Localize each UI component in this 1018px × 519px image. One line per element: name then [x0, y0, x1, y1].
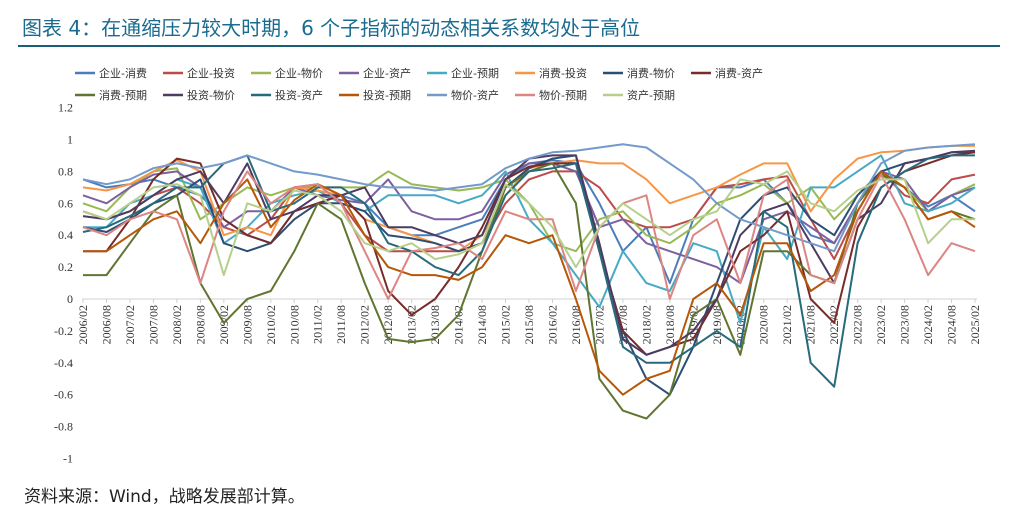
x-tick-label: 2023/08: [898, 305, 912, 344]
y-tick-label: 0.8: [58, 164, 73, 178]
legend-label: 企业-消费: [99, 66, 147, 80]
figure-title: 图表 4：在通缩压力较大时期，6 个子指标的动态相关系数均处于高位: [22, 16, 641, 40]
series-line-物价-预期: [82, 170, 976, 300]
legend-label: 物价-资产: [451, 88, 499, 102]
source-note: 资料来源：Wind，战略发展部计算。: [24, 487, 305, 507]
x-tick-label: 2006/02: [76, 305, 90, 344]
x-tick-label: 2024/08: [945, 305, 959, 344]
y-tick-label: 1.2: [58, 101, 73, 115]
x-tick-label: 2009/02: [217, 305, 231, 344]
x-tick-label: 2018/08: [663, 305, 677, 344]
series-line-企业-资产: [82, 162, 976, 285]
title-divider: [18, 45, 1000, 47]
x-tick-label: 2010/02: [264, 305, 278, 344]
x-tick-label: 2016/08: [569, 305, 583, 344]
x-tick-label: 2008/08: [193, 305, 207, 344]
series-line-消费-资产: [83, 151, 976, 356]
y-tick-label: -1: [63, 452, 73, 466]
legend-label: 企业-物价: [275, 66, 323, 80]
series-line-资产-预期: [82, 170, 975, 277]
x-tick-label: 2010/08: [287, 305, 301, 344]
x-tick-label: 2022/08: [851, 305, 865, 344]
x-tick-label: 2019/08: [710, 305, 724, 344]
legend-label: 投资-资产: [275, 88, 323, 102]
series-line-企业-投资: [82, 170, 976, 261]
y-tick-label: -0.6: [54, 388, 73, 402]
legend-label: 企业-投资: [187, 66, 235, 80]
x-tick-label: 2013/02: [405, 305, 419, 344]
legend-label: 消费-资产: [715, 66, 763, 80]
x-tick-label: 2015/08: [522, 305, 536, 344]
x-tick-label: 2008/02: [170, 305, 184, 344]
series-line-投资-资产: [82, 154, 975, 388]
y-tick-label: -0.2: [54, 324, 73, 338]
legend-label: 投资-物价: [187, 88, 235, 102]
x-tick-label: 2023/02: [874, 305, 888, 344]
x-tick-label: 2007/08: [146, 305, 160, 344]
legend-label: 消费-物价: [627, 66, 675, 80]
legend-label: 物价-预期: [539, 88, 587, 102]
x-tick-label: 2011/02: [311, 305, 325, 344]
y-tick-label: 0.6: [58, 196, 73, 210]
legend-label: 投资-预期: [363, 88, 411, 102]
series-line-消费-物价: [82, 151, 975, 396]
x-tick-label: 2016/02: [545, 305, 559, 344]
legend-label: 消费-投资: [539, 66, 587, 80]
y-tick-label: 1: [67, 133, 73, 147]
x-tick-label: 2018/02: [639, 305, 653, 344]
x-tick-label: 2011/08: [334, 305, 348, 344]
y-tick-label: 0.4: [58, 228, 73, 242]
x-tick-label: 2022/02: [827, 305, 841, 344]
x-tick-label: 2014/08: [475, 305, 489, 344]
y-tick-label: 0.2: [58, 260, 73, 274]
legend-label: 企业-预期: [451, 66, 499, 80]
x-tick-label: 2021/08: [804, 305, 818, 344]
legend-label: 资产-预期: [627, 88, 675, 102]
x-tick-label: 2025/02: [968, 305, 982, 344]
x-tick-label: 2009/08: [240, 305, 254, 344]
x-tick-label: 2012/08: [381, 305, 395, 344]
x-tick-label: 2014/02: [452, 305, 466, 344]
x-tick-label: 2017/02: [592, 305, 606, 344]
legend-label: 企业-资产: [363, 66, 411, 80]
x-tick-label: 2012/02: [358, 305, 372, 344]
x-tick-label: 2015/02: [499, 305, 513, 344]
x-tick-label: 2007/02: [123, 305, 137, 344]
x-tick-label: 2021/02: [780, 305, 794, 344]
y-tick-label: -0.4: [54, 356, 73, 370]
x-tick-label: 2024/02: [921, 305, 935, 344]
y-tick-label: -0.8: [54, 420, 73, 434]
x-tick-label: 2006/08: [99, 305, 113, 344]
x-tick-label: 2020/08: [757, 305, 771, 344]
legend-label: 消费-预期: [99, 88, 147, 102]
series-line-物价-资产: [82, 143, 976, 253]
y-tick-label: 0: [67, 292, 73, 306]
